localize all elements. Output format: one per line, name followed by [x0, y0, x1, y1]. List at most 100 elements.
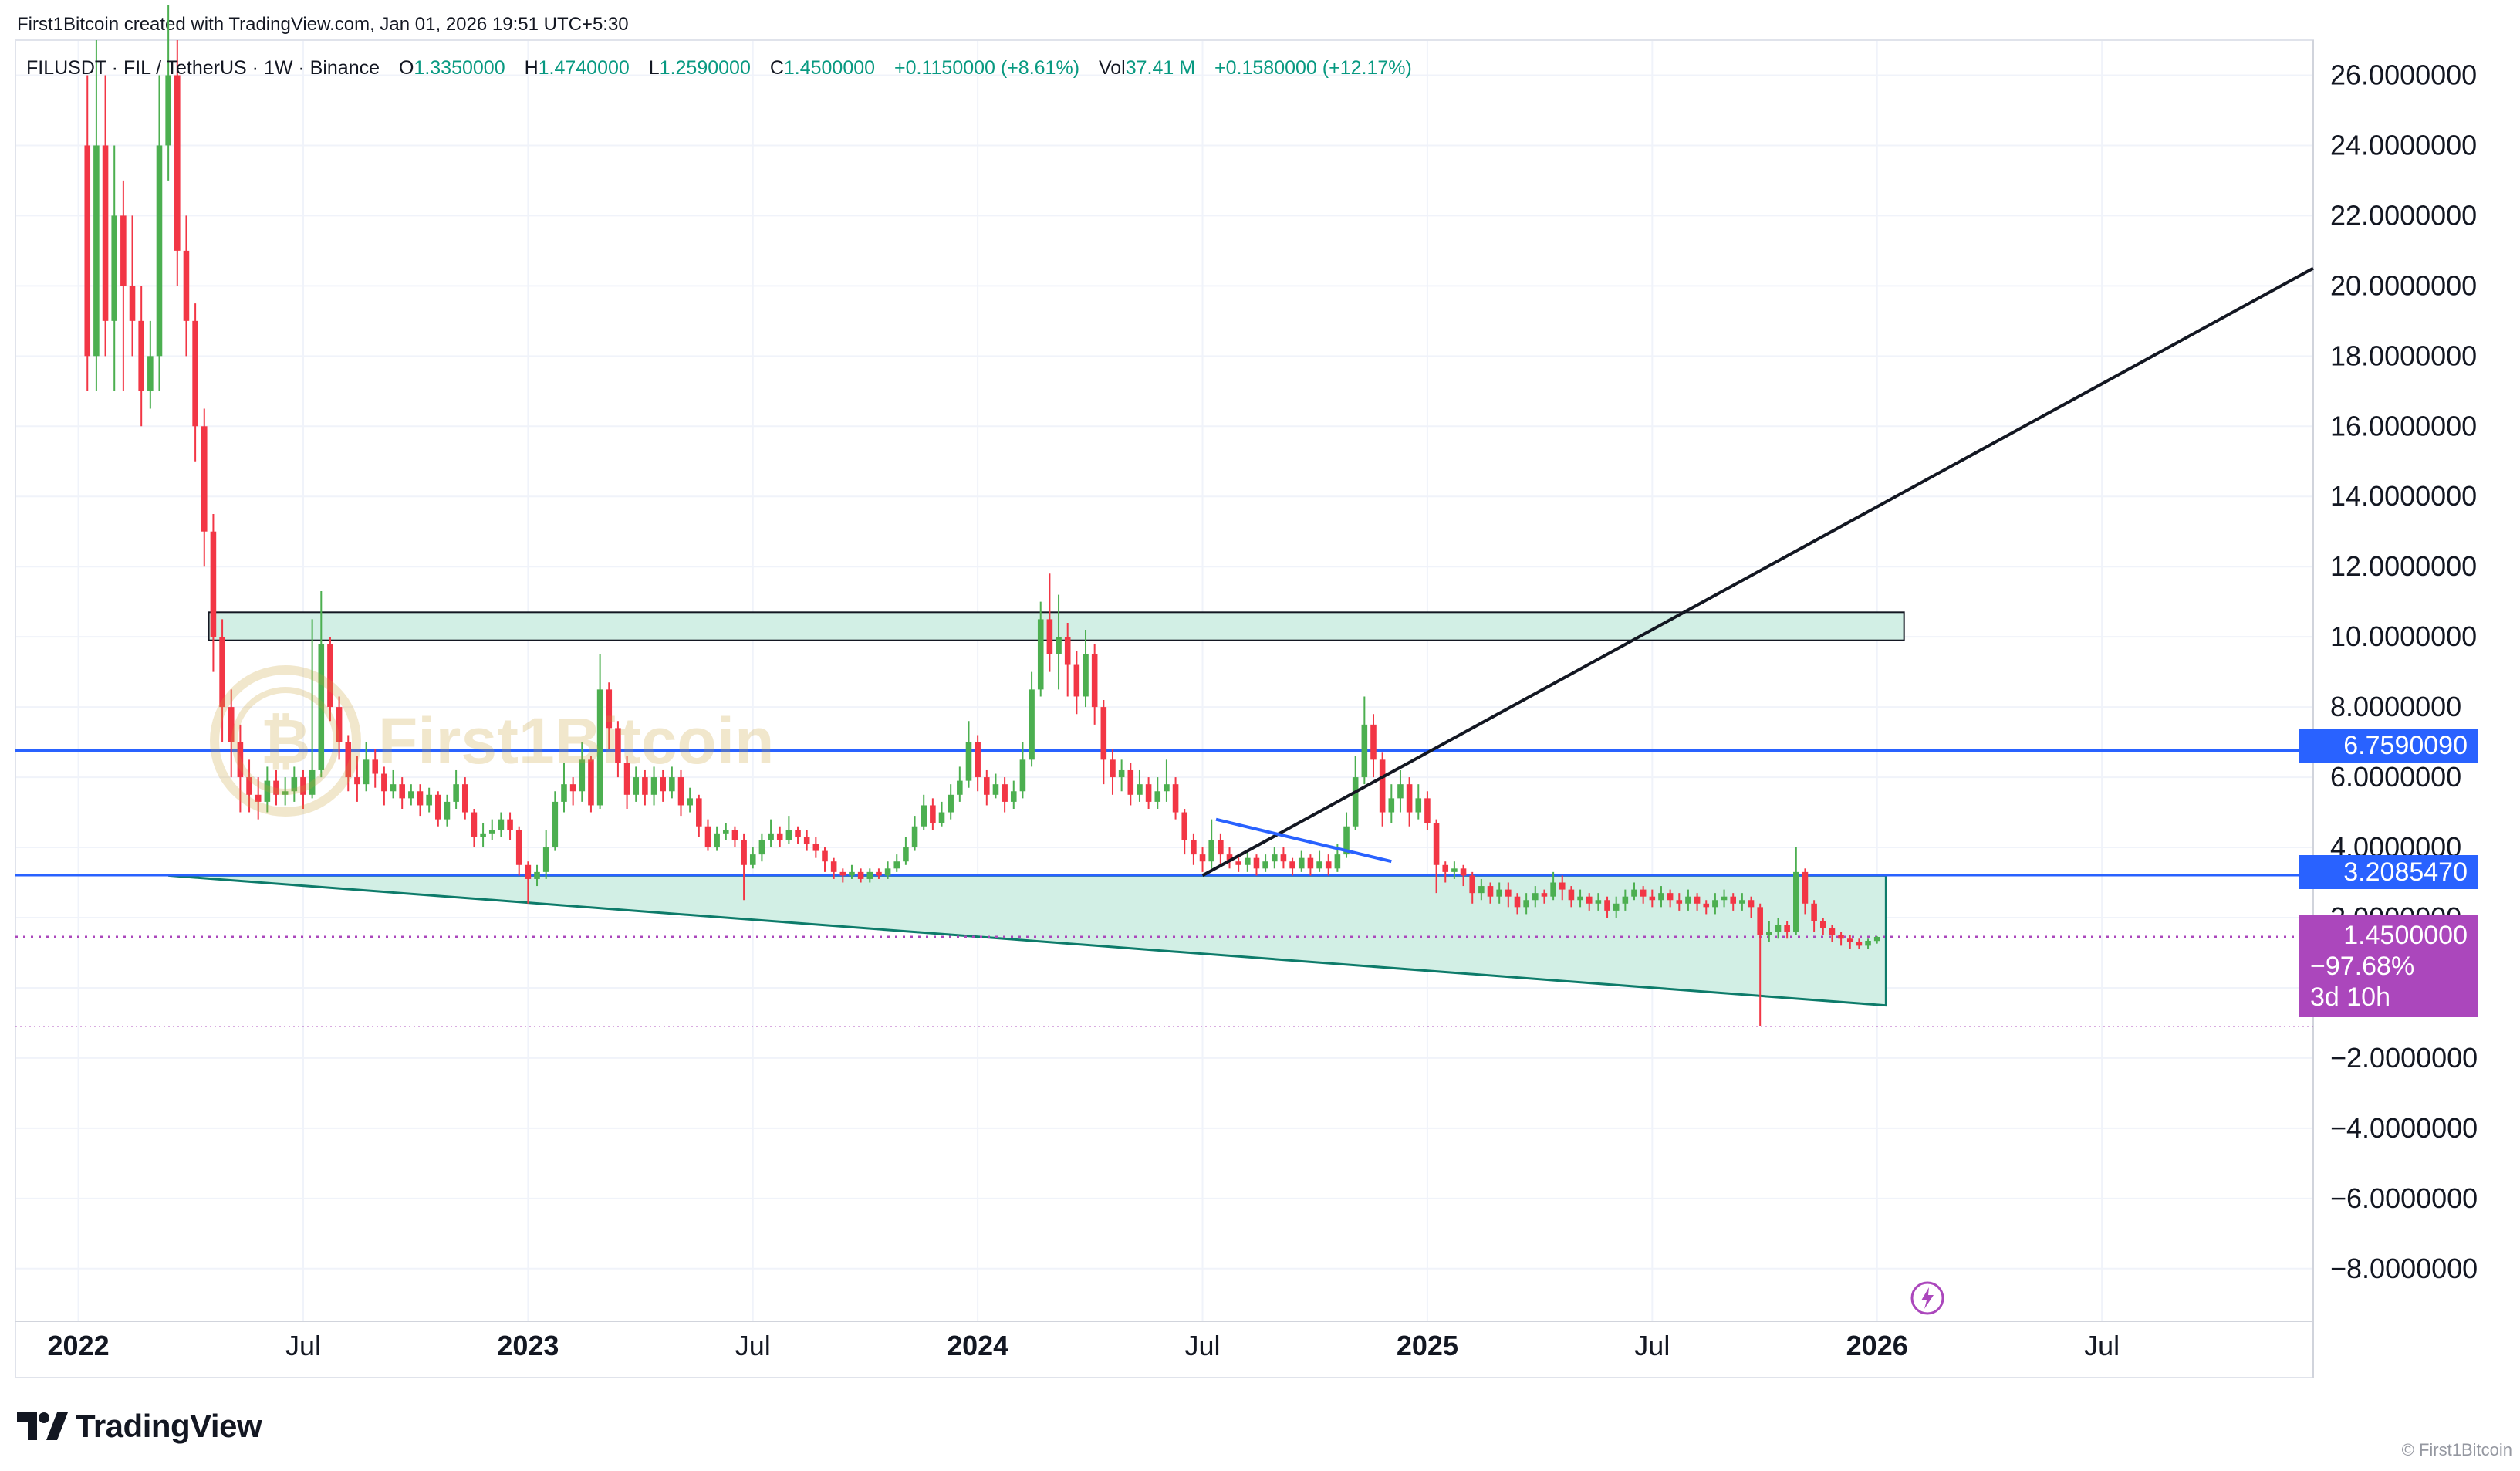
candle-body — [1388, 798, 1395, 813]
candle-body — [1029, 689, 1035, 760]
candle-body — [1532, 893, 1539, 901]
candle-body — [255, 794, 262, 802]
tradingview-logo-icon — [17, 1412, 68, 1440]
author-credit: © First1Bitcoin — [2401, 1440, 2512, 1459]
candle-body — [552, 801, 559, 848]
watermark-text: First1Bitcoin — [378, 704, 775, 777]
candle-body — [1819, 921, 1826, 928]
candle-body — [264, 780, 271, 802]
candle-body — [399, 784, 405, 799]
time-tick-label: 2024 — [947, 1330, 1008, 1361]
candle-body — [1766, 932, 1772, 935]
time-axis: 2022 Jul 2023 Jul 2024 Jul 2025 Jul 2026 Jul — [48, 1330, 2120, 1361]
candle-body — [1748, 900, 1755, 908]
candle-body — [687, 798, 693, 806]
candle-body — [381, 773, 387, 792]
candle-body — [1784, 925, 1790, 932]
trendlines — [1201, 266, 2314, 878]
candle-body — [1334, 854, 1341, 869]
candle-body — [1379, 759, 1386, 813]
candle-body — [785, 830, 792, 840]
candle-body — [1478, 886, 1485, 894]
candle-body — [129, 286, 136, 321]
candle-body — [1658, 893, 1664, 901]
lightning-alert-icon[interactable] — [1909, 1280, 1946, 1317]
candle-body — [1802, 871, 1809, 904]
candle-body — [1280, 854, 1287, 862]
candle-body — [444, 801, 451, 820]
candle-body — [660, 777, 666, 792]
svg-text:₿: ₿ — [260, 707, 310, 776]
time-tick-label: 2022 — [48, 1330, 110, 1361]
candle-body — [354, 777, 360, 785]
candle-body — [318, 644, 325, 770]
candle-body — [1496, 889, 1502, 897]
candle-body — [327, 644, 333, 708]
candle-body — [1191, 840, 1197, 855]
price-tick-label: 16.0000000 — [2330, 410, 2477, 441]
candle-body — [812, 844, 819, 851]
candle-body — [758, 840, 765, 855]
symbol-legend[interactable]: FILUSDT · FIL / TetherUS · 1W · Binance … — [26, 57, 1412, 79]
candle-body — [1091, 654, 1098, 708]
candle-body — [857, 871, 864, 879]
candle-body — [1127, 769, 1134, 795]
candle-body — [120, 215, 127, 286]
first1bitcoin-watermark: ₿ First1Bitcoin — [208, 656, 795, 826]
last-price-tag: 1.4500000 −97.68% 3d 10h — [2299, 915, 2478, 1017]
candle-body — [948, 794, 954, 813]
price-tick-label: 20.0000000 — [2330, 269, 2477, 301]
candle-body — [525, 864, 532, 879]
candle-body — [246, 777, 252, 795]
candle-body — [731, 830, 738, 840]
price-axis: 26.0000000 24.0000000 22.0000000 20.0000000… — [2330, 59, 2478, 1283]
falling-wedge-trendline — [1215, 817, 1392, 864]
support-price-tag: 3.2085470 — [2299, 855, 2478, 889]
candle-body — [201, 426, 208, 532]
candle-body — [408, 791, 414, 799]
open-label: O — [398, 57, 414, 79]
candle-body — [1451, 868, 1458, 872]
candle-body — [147, 356, 154, 391]
candle-body — [1873, 937, 1880, 942]
candle-body — [1667, 893, 1674, 901]
time-tick-label: Jul — [285, 1330, 321, 1361]
high-label: H — [524, 57, 539, 79]
candle-body — [1172, 784, 1179, 813]
candle-body — [515, 830, 522, 865]
candle-body — [911, 826, 918, 848]
candle-body — [390, 784, 397, 792]
candle-body — [1056, 637, 1062, 654]
candle-body — [1181, 812, 1188, 840]
candle-body — [975, 742, 981, 778]
candle-body — [1361, 724, 1368, 778]
candle-body — [542, 847, 549, 872]
candle-body — [1406, 784, 1413, 813]
symbol-description[interactable]: FILUSDT · FIL / TetherUS · 1W · Binance — [26, 57, 380, 79]
horizontal-levels — [15, 749, 2313, 1027]
candle-body — [1289, 861, 1295, 869]
candle-body — [822, 850, 828, 862]
candle-body — [1226, 854, 1233, 862]
time-tick-label: Jul — [735, 1330, 771, 1361]
candle-body — [1829, 928, 1836, 935]
time-tick-label: Jul — [2084, 1330, 2120, 1361]
candle-body — [1631, 889, 1637, 897]
tradingview-logo[interactable]: TradingView — [17, 1408, 262, 1445]
candle-body — [165, 75, 171, 146]
candle-body — [282, 791, 289, 795]
candle-body — [1730, 896, 1737, 904]
candle-body — [876, 871, 882, 876]
candle-body — [1110, 759, 1116, 778]
candle-body — [569, 784, 576, 792]
candle-body — [776, 833, 783, 840]
candle-body — [642, 777, 648, 795]
candle-body — [1424, 798, 1431, 823]
candle-body — [650, 777, 657, 795]
descending-wedge-zone — [168, 874, 1887, 1007]
change-value: +0.1150000 (+8.61%) — [894, 57, 1080, 79]
candle-body — [1541, 893, 1548, 897]
candle-body — [930, 805, 936, 823]
price-tick-label: 24.0000000 — [2330, 129, 2477, 161]
